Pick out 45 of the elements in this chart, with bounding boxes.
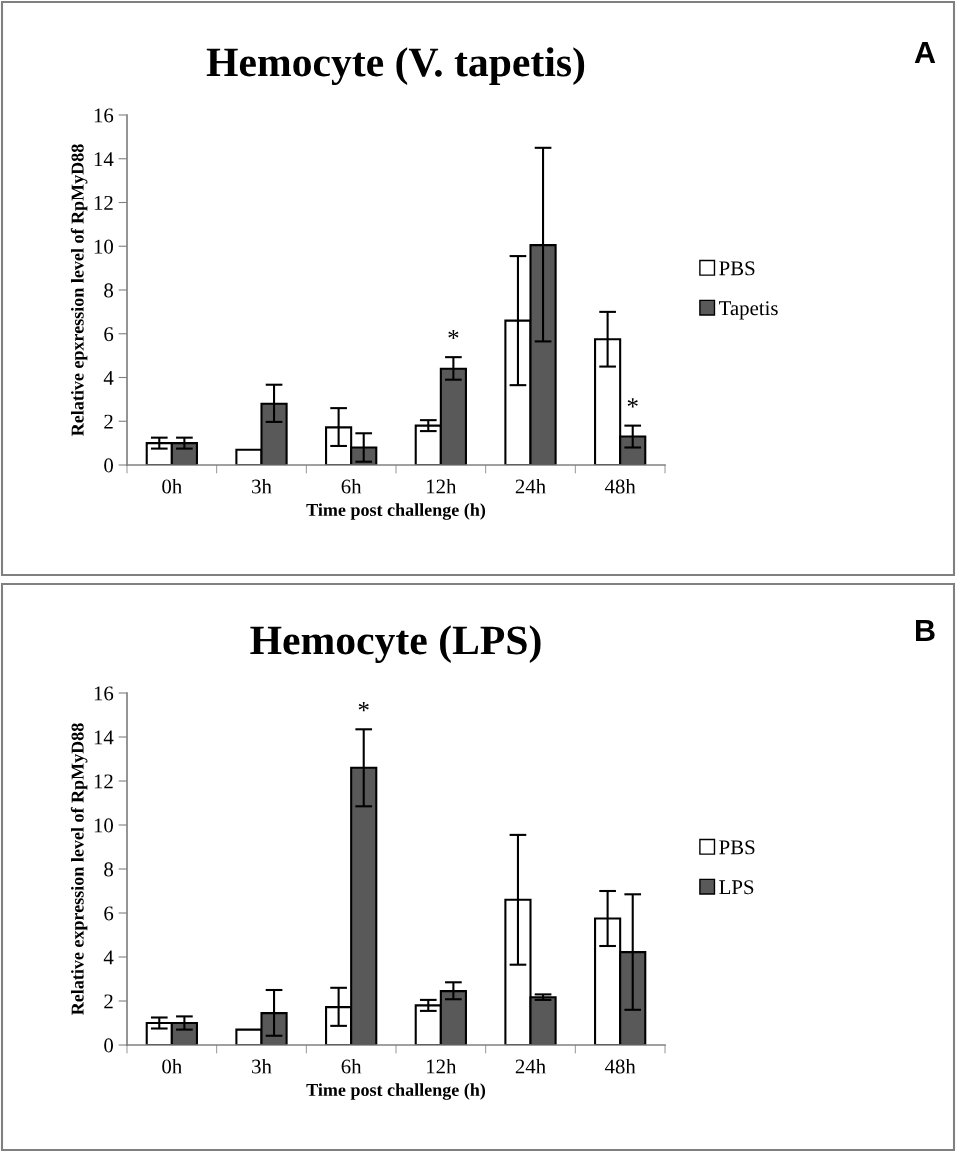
x-tick-label: 12h: [427, 1058, 457, 1074]
y-tick-label: 2: [104, 414, 113, 429]
y-tick-label: 14: [94, 152, 114, 166]
x-axis-title: Time post challenge (h): [306, 1083, 486, 1100]
y-tick-label: 8: [104, 862, 114, 877]
text: B: [916, 619, 935, 641]
y-tick-label: 10: [94, 818, 114, 833]
annotation: *: [627, 398, 638, 408]
y-tick-label: 6: [104, 906, 114, 921]
y-tick-label: 12: [94, 774, 113, 789]
y-axis-title: Relative expression level of RpMyD88: [70, 723, 88, 1015]
legend-label: PBS: [719, 261, 755, 276]
annotation: *: [448, 329, 459, 340]
legend-label: Tapetis: [719, 301, 778, 320]
chart-title: Hemocyte (LPS): [250, 625, 541, 664]
x-tick-label: 24h: [515, 478, 546, 494]
x-tick-label: 0h: [162, 1058, 182, 1074]
y-tick-label: 0: [104, 1038, 114, 1053]
y-tick-label: 8: [104, 283, 114, 298]
legend-label: PBS: [719, 840, 755, 855]
x-tick-label: 0h: [162, 478, 182, 494]
x-tick-label: 12h: [427, 478, 457, 494]
y-tick-label: 4: [103, 950, 114, 965]
y-tick-label: 12: [94, 195, 113, 210]
y-tick-label: 14: [94, 730, 114, 745]
x-axis-title: Time post challenge (h): [306, 503, 486, 520]
y-tick-label: 16: [94, 108, 114, 123]
y-tick-label: 4: [103, 371, 114, 385]
annotation: *: [358, 702, 369, 712]
x-tick-label: 3h: [252, 478, 272, 494]
x-tick-label: 3h: [252, 1058, 272, 1074]
legend-label: LPS: [719, 880, 754, 895]
text: A: [914, 41, 936, 63]
x-tick-label: 6h: [341, 478, 362, 494]
chart-title: Hemocyte (V. tapetis): [206, 47, 585, 86]
y-tick-label: 16: [94, 686, 114, 701]
y-tick-label: 0: [104, 458, 114, 473]
y-tick-label: 2: [104, 994, 113, 1009]
x-tick-label: 48h: [604, 1058, 636, 1074]
x-tick-label: 48h: [604, 478, 636, 494]
y-tick-label: 6: [104, 327, 114, 342]
x-tick-label: 6h: [341, 1058, 362, 1074]
x-tick-label: 24h: [515, 1058, 546, 1074]
y-axis-title: Relative epxression level of RpMyD88: [70, 144, 88, 436]
y-tick-label: 10: [94, 239, 114, 254]
